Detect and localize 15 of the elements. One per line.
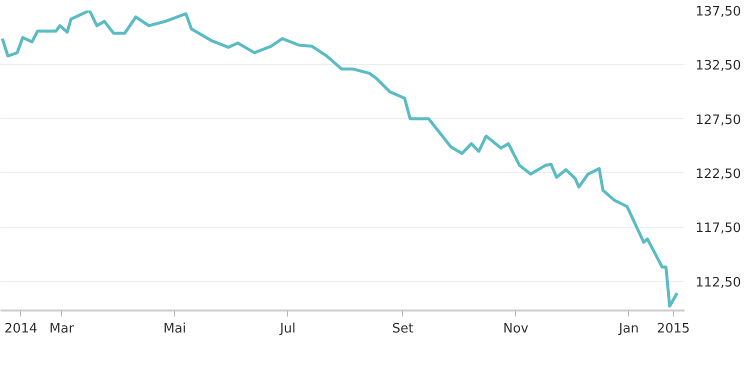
y-tick-label: 122,50 [696, 166, 741, 182]
y-tick-label: 127,50 [696, 112, 741, 128]
y-tick-label: 137,50 [696, 4, 741, 20]
y-tick-label: 117,50 [696, 221, 741, 236]
y-tick-label: 132,50 [696, 58, 741, 74]
line-series [0, 10, 679, 308]
x-tick-label: 2015 [656, 322, 690, 336]
x-tick-label: 2014 [4, 322, 38, 336]
x-tick-label: Jan [618, 322, 639, 336]
x-tick-label: Mai [163, 322, 186, 336]
x-tick-label: Set [392, 322, 414, 336]
x-tick-label: Nov [503, 322, 529, 336]
x-tick-label: Mar [49, 322, 75, 336]
y-tick-label: 112,50 [696, 275, 741, 290]
x-tick-label: Jul [278, 322, 296, 336]
